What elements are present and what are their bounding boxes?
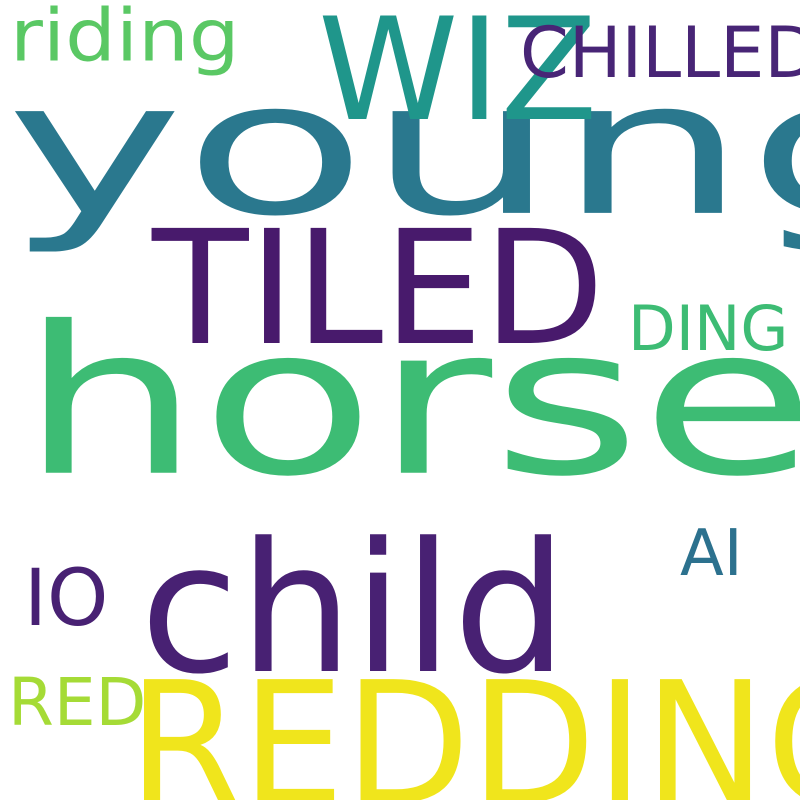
word-redding: REDDING — [128, 646, 800, 800]
word-chilled: CHILLED — [520, 12, 800, 94]
word-horse: horse — [20, 282, 800, 522]
word-young: young — [6, 40, 800, 257]
word-child: child — [140, 505, 568, 714]
word-tiled: TILED — [152, 197, 605, 381]
word-red: RED — [8, 664, 147, 741]
word-io: IO — [24, 554, 109, 644]
word-ding: DING — [628, 292, 789, 365]
word-ai: AI — [680, 517, 743, 591]
word-riding: riding — [10, 0, 240, 78]
word-wiz: WIZ — [318, 0, 598, 153]
